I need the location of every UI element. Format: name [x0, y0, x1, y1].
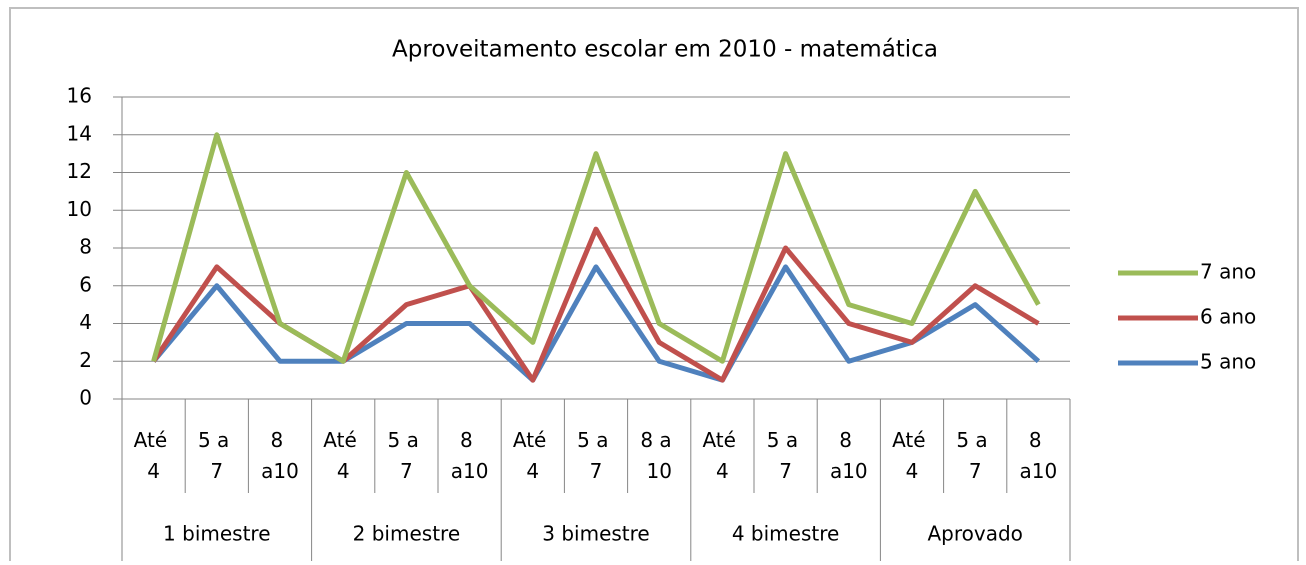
x-tick-label-line: 4 — [716, 459, 729, 483]
x-tick-label: 8 a 10 — [640, 428, 678, 483]
legend-label: 5 ano — [1200, 350, 1256, 374]
x-tick-label-line: Até — [134, 428, 174, 452]
x-tick-label: Até 4 — [702, 428, 742, 483]
x-tick-label-line: a10 — [830, 459, 868, 483]
x-tick-label: 5 a 7 — [956, 428, 994, 483]
y-tick-label: 2 — [79, 348, 92, 372]
x-tick-label-line: 4 — [147, 459, 160, 483]
x-tick-label-line: 5 a — [388, 428, 426, 452]
x-tick-label-line: 7 — [779, 459, 792, 483]
x-tick-label: 5 a 7 — [767, 428, 805, 483]
y-tick-label: 4 — [79, 310, 92, 334]
group-label: 3 bimestre — [542, 522, 649, 546]
x-tick-label-line: 7 — [210, 459, 223, 483]
x-tick-label-line: 5 a — [767, 428, 805, 452]
x-tick-label-line: 5 a — [577, 428, 615, 452]
x-tick-label-line: 8 a — [640, 428, 678, 452]
x-tick-label: 8 a10 — [830, 428, 868, 483]
series-line — [151, 132, 1041, 364]
x-tick-label: 5 a 7 — [577, 428, 615, 483]
x-tick-label-line: 8 — [1029, 428, 1048, 452]
x-tick-label-line: 5 a — [956, 428, 994, 452]
y-tick-label: 10 — [67, 197, 92, 221]
x-tick-label: 5 a 7 — [198, 428, 236, 483]
group-label: 1 bimestre — [163, 522, 270, 546]
chart-frame — [9, 7, 1299, 565]
x-tick-label: 5 a 7 — [388, 428, 426, 483]
x-tick-label-line: a10 — [451, 459, 489, 483]
y-tick-label: 8 — [79, 235, 92, 259]
x-tick-label-line: a10 — [261, 459, 299, 483]
x-tick-label-line: 7 — [969, 459, 982, 483]
x-tick-label-line: Até — [513, 428, 553, 452]
x-tick-label: Até 4 — [323, 428, 363, 483]
x-tick-label-line: Até — [892, 428, 932, 452]
y-tick-label: 16 — [67, 84, 92, 108]
group-label: 2 bimestre — [353, 522, 460, 546]
x-tick-label: 8 a10 — [261, 428, 299, 483]
x-tick-label: Até 4 — [892, 428, 932, 483]
x-tick-label: Até 4 — [134, 428, 174, 483]
y-tick-label: 0 — [79, 386, 92, 410]
x-tick-label-line: a10 — [1020, 459, 1058, 483]
y-tick-label: 6 — [79, 272, 92, 296]
x-tick-label-line: 7 — [400, 459, 413, 483]
series-line — [151, 264, 1041, 383]
x-tick-label: 8 a10 — [1020, 428, 1058, 483]
group-label: 4 bimestre — [732, 522, 839, 546]
legend-label: 7 ano — [1200, 260, 1256, 284]
x-tick-label-line: 8 — [270, 428, 289, 452]
x-tick-label-line: 10 — [646, 459, 671, 483]
x-tick-label: Até 4 — [513, 428, 553, 483]
x-tick-label-line: 8 — [460, 428, 479, 452]
x-tick-label: 8 a10 — [451, 428, 489, 483]
x-tick-label-line: 7 — [590, 459, 603, 483]
x-tick-label-line: 5 a — [198, 428, 236, 452]
y-tick-label: 12 — [67, 159, 92, 183]
x-tick-label-line: 8 — [839, 428, 858, 452]
y-tick-label: 14 — [67, 121, 92, 145]
x-tick-label-line: Até — [323, 428, 363, 452]
x-tick-label-line: 4 — [906, 459, 919, 483]
x-tick-label-line: 4 — [526, 459, 539, 483]
legend-label: 6 ano — [1200, 305, 1256, 329]
x-tick-label-line: 4 — [337, 459, 350, 483]
group-label: Aprovado — [927, 522, 1022, 546]
chart-title: Aproveitamento escolar em 2010 - matemát… — [392, 37, 938, 63]
x-tick-label-line: Até — [702, 428, 742, 452]
